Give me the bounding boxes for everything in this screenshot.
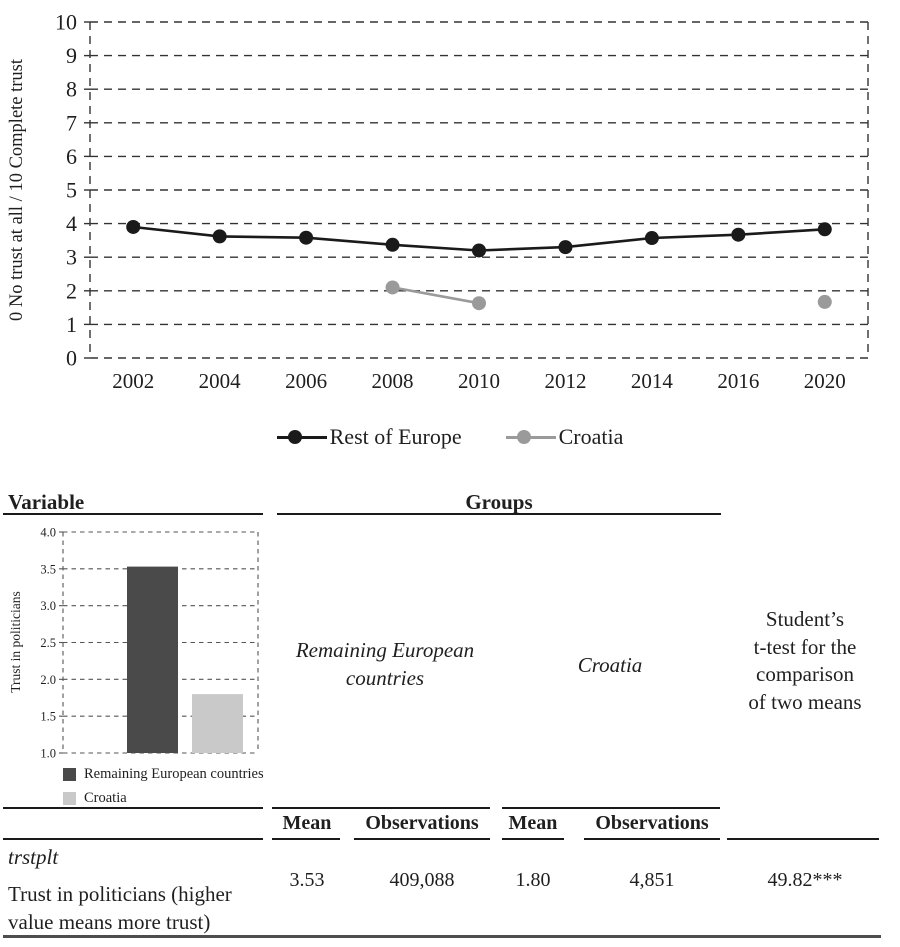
legend-label-croatia: Croatia [558,424,624,449]
svg-text:8: 8 [66,77,77,102]
table-bottom-rule [3,935,881,938]
line-chart-legend: Rest of Europe Croatia [0,424,900,450]
svg-text:2020: 2020 [804,369,846,393]
svg-text:3.5: 3.5 [40,562,56,576]
group1-observations-header: Observations [365,812,479,834]
bar-legend-item-croatia: Croatia [63,790,127,807]
svg-text:2014: 2014 [631,369,674,393]
svg-text:1: 1 [66,312,77,337]
variable-column-header: Variable [8,490,85,514]
group2-mean-value: 1.80 [515,869,551,891]
group2-label: Croatia [577,653,643,677]
group2-mean-header: Mean [508,812,558,834]
svg-text:3.0: 3.0 [40,599,56,613]
legend-dot-gray [516,430,531,444]
trust-over-time-line-chart: 0 1 2 3 4 5 6 7 8 9 10 2002 2004 2006 2008 2010 2012 2014… [7,10,869,393]
svg-text:2004: 2004 [199,369,242,393]
svg-text:0 No trust at all / 10 Complet: 0 No trust at all / 10 Complete trust [7,58,27,321]
svg-text:2.5: 2.5 [40,636,56,650]
group2-observations-header: Observations [595,812,709,834]
svg-text:2016: 2016 [717,369,759,393]
bar-legend-swatch-dark [63,768,76,781]
legend-dot-black [287,430,302,444]
ttest-column-label: Student’s t-test for the comparison of t… [748,607,862,715]
bar-legend-swatch-light [63,792,76,805]
trust-bar-chart: 1.0 1.5 2.0 2.5 3.0 3.5 4.0 Trust in politician… [8,526,259,761]
legend-line-black [276,435,327,439]
variable-code: trstplt [8,845,59,869]
legend-item-rest-of-europe: Rest of Europe [276,424,462,450]
bar-legend-item-remaining: Remaining European countries [63,766,264,783]
bar-legend-label-croatia: Croatia [84,790,127,806]
svg-text:0: 0 [66,346,77,371]
group1-mean-value: 3.53 [289,869,325,891]
rule-under-variable [3,513,263,515]
groups-column-header: Groups [465,490,533,514]
rule-under-ttest [727,838,879,840]
svg-text:4.0: 4.0 [40,526,56,540]
svg-text:10: 10 [55,10,77,35]
bar-legend-label-remaining: Remaining European countries [84,766,264,782]
svg-text:6: 6 [66,144,77,169]
legend-item-croatia: Croatia [505,424,624,450]
svg-text:3: 3 [66,245,77,270]
svg-text:9: 9 [66,43,77,68]
svg-text:2.0: 2.0 [40,673,56,687]
svg-text:1.5: 1.5 [40,710,56,724]
variable-description: Trust in politicians (higher value means… [8,882,232,934]
croatia-line-swatch [505,429,556,445]
rest-of-europe-line-swatch [276,429,327,445]
rule-group1-subheader-top [272,807,490,809]
legend-label-rest-of-europe: Rest of Europe [329,424,462,449]
rule-left-subheader-bottom [3,838,263,840]
rule-left-subheader-top [3,807,263,809]
group2-observations-value: 4,851 [629,869,675,891]
svg-text:2006: 2006 [285,369,327,393]
rule-under-observations1 [354,838,490,840]
svg-text:2010: 2010 [458,369,500,393]
rule-under-observations2 [584,838,720,840]
svg-text:2008: 2008 [372,369,414,393]
svg-text:1.0: 1.0 [40,747,56,761]
rule-under-mean1 [272,838,340,840]
svg-text:2002: 2002 [112,369,154,393]
group1-mean-header: Mean [282,812,332,834]
svg-text:Trust in politicians: Trust in politicians [8,591,23,693]
svg-text:4: 4 [66,211,77,236]
svg-text:7: 7 [66,110,77,135]
rule-under-groups [277,513,721,515]
svg-text:2012: 2012 [544,369,586,393]
legend-line-gray [505,435,556,439]
group1-observations-value: 409,088 [389,869,455,891]
svg-text:2: 2 [66,278,77,303]
svg-text:5: 5 [66,178,77,203]
rule-under-mean2 [502,838,564,840]
rule-group2-subheader-top [502,807,720,809]
ttest-value: 49.82*** [767,869,843,891]
group1-label: Remaining European countries [295,638,475,690]
